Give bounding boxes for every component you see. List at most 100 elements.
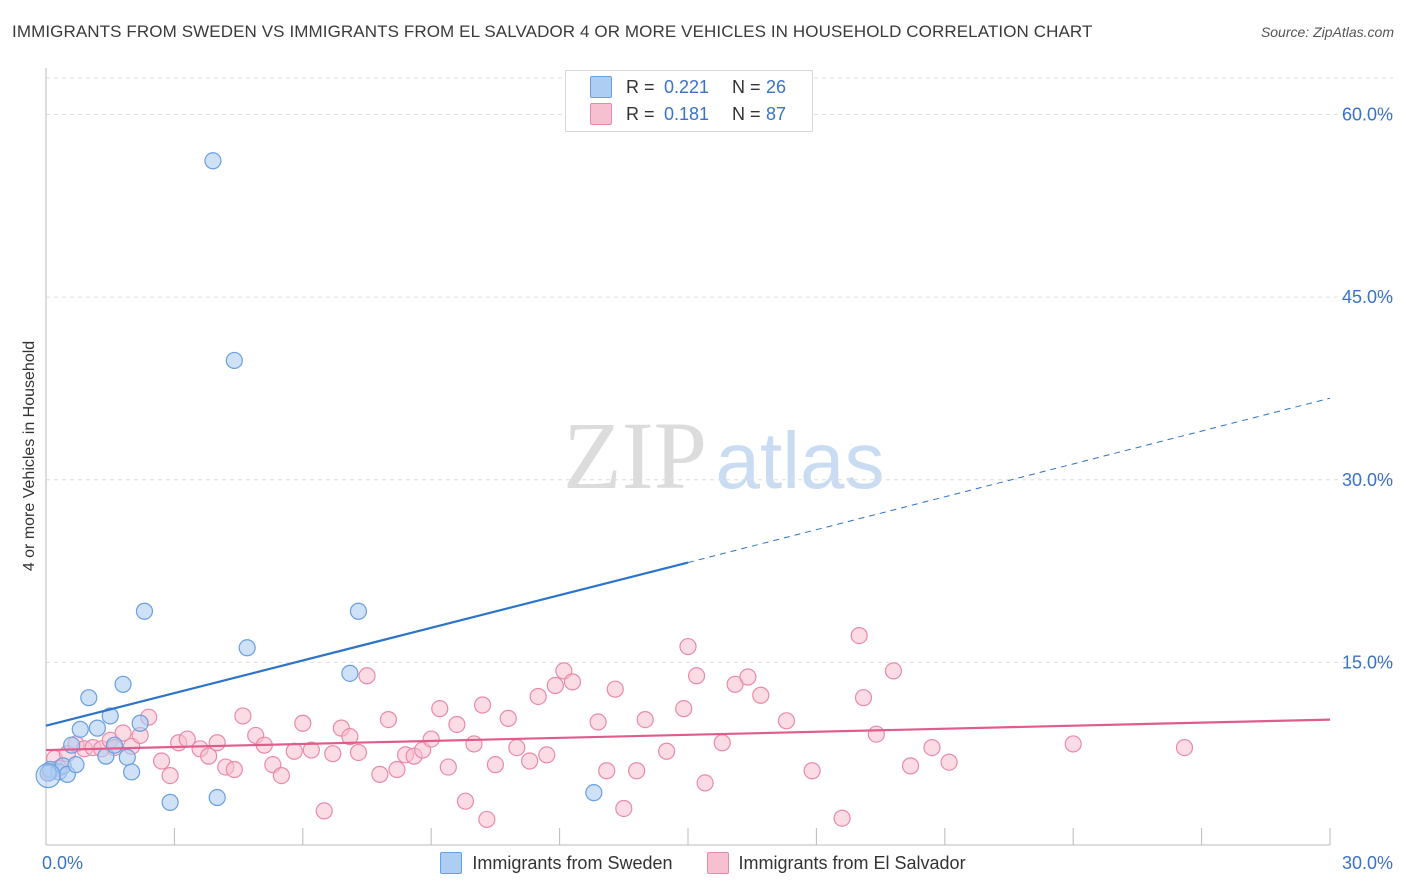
stats-row-elsalvador: R = 0.181 N = 87 [590, 102, 786, 126]
elsalvador-point [349, 743, 368, 762]
r-value-sweden: 0.221 [664, 76, 710, 97]
elsalvador-point [465, 735, 483, 753]
sweden-legend-swatch [440, 852, 463, 874]
elsalvador-point [589, 713, 607, 731]
elsalvador-point [901, 757, 920, 775]
elsalvador-swatch [590, 103, 612, 125]
sweden-point [80, 689, 98, 707]
watermark-zip: ZIP [563, 402, 707, 509]
elsalvador-point [940, 753, 958, 771]
elsalvador-point [675, 700, 693, 718]
legend-item-elsalvador[interactable]: Immigrants from El Salvador [706, 852, 966, 874]
elsalvador-point [486, 756, 504, 774]
elsalvador-point [422, 730, 440, 748]
elsalvador-point [923, 739, 941, 757]
elsalvador-point [234, 707, 252, 725]
sweden-swatch [590, 76, 612, 98]
sweden-trend-extension [687, 397, 1331, 564]
sweden-point [225, 351, 243, 370]
n-label: N = [732, 76, 761, 97]
sweden-point [349, 602, 368, 620]
sweden-point [208, 788, 226, 807]
elsalvador-point [114, 724, 132, 742]
elsalvador-point [563, 673, 582, 691]
elsalvador-point [1064, 735, 1082, 753]
elsalvador-point [431, 700, 449, 718]
sweden-point [118, 748, 136, 766]
elsalvador-point [388, 760, 406, 779]
sweden-point [238, 639, 256, 657]
legend-label-sweden: Immigrants from Sweden [472, 852, 673, 873]
elsalvador-legend-swatch [706, 852, 729, 874]
elsalvador-point [628, 762, 646, 780]
sweden-point [585, 784, 603, 802]
elsalvador-point [200, 747, 218, 765]
y-tick-label: 45.0% [1342, 287, 1393, 307]
elsalvador-point [315, 802, 333, 820]
elsalvador-point [713, 734, 731, 752]
sweden-point [135, 602, 154, 620]
elsalvador-point [358, 667, 376, 685]
elsalvador-point [456, 792, 475, 810]
elsalvador-point [285, 742, 303, 760]
elsalvador-point [324, 745, 342, 763]
sweden-point [105, 736, 124, 754]
n-value-elsalvador: 87 [766, 103, 787, 124]
stats-legend-box: R = 0.221 N = 26 R = 0.181 N = 87 [565, 70, 813, 132]
elsalvador-point [161, 767, 179, 785]
r-label: R = [626, 76, 655, 97]
legend-label-elsalvador: Immigrants from El Salvador [738, 852, 966, 873]
r-value-elsalvador: 0.181 [664, 103, 710, 124]
n-label: N = [732, 103, 761, 124]
legend-item-sweden[interactable]: Immigrants from Sweden [440, 852, 673, 874]
elsalvador-point [473, 696, 492, 714]
elsalvador-point [225, 760, 243, 779]
watermark-atlas: atlas [716, 416, 885, 505]
y-tick-label: 15.0% [1342, 652, 1393, 672]
elsalvador-trend-line [45, 718, 1331, 752]
source-label: Source: ZipAtlas.com [1260, 24, 1394, 40]
elsalvador-point [439, 758, 457, 776]
stats-row-sweden: R = 0.221 N = 26 [590, 75, 786, 99]
elsalvador-point [777, 712, 796, 730]
elsalvador-point [752, 686, 770, 704]
r-label: R = [626, 103, 655, 124]
elsalvador-point [508, 739, 526, 757]
sweden-point-cluster [35, 763, 61, 789]
elsalvador-point [657, 742, 676, 760]
elsalvador-point [208, 734, 226, 752]
elsalvador-point [379, 711, 397, 729]
elsalvador-point [598, 762, 616, 780]
elsalvador-point [478, 810, 496, 829]
elsalvador-point [1175, 739, 1194, 757]
elsalvador-point [833, 809, 851, 827]
elsalvador-point [850, 626, 868, 645]
elsalvador-point [803, 762, 821, 780]
elsalvador-point [521, 752, 539, 770]
elsalvador-point [272, 767, 290, 785]
elsalvador-point [546, 676, 564, 695]
sweden-point [114, 675, 132, 693]
x-tick-label-min: 0.0% [42, 853, 83, 873]
sweden-point [204, 152, 222, 170]
sweden-point [67, 756, 85, 774]
elsalvador-point [499, 709, 517, 727]
x-tick-label-max: 30.0% [1342, 853, 1393, 873]
elsalvador-point [687, 667, 706, 685]
elsalvador-point [867, 725, 885, 743]
elsalvador-point [448, 715, 466, 734]
y-axis-label: 4 or more Vehicles in Household [21, 340, 38, 572]
n-value-sweden: 26 [766, 76, 787, 97]
elsalvador-point [615, 799, 633, 818]
sweden-point [161, 793, 179, 811]
elsalvador-point [854, 689, 873, 707]
elsalvador-point [152, 752, 171, 770]
sweden-point [88, 719, 106, 737]
sweden-point [123, 763, 141, 781]
elsalvador-point [341, 728, 359, 746]
elsalvador-point [302, 741, 320, 759]
elsalvador-point [696, 774, 714, 792]
sweden-point [63, 736, 81, 754]
sweden-point [131, 714, 149, 732]
elsalvador-point [636, 711, 654, 729]
